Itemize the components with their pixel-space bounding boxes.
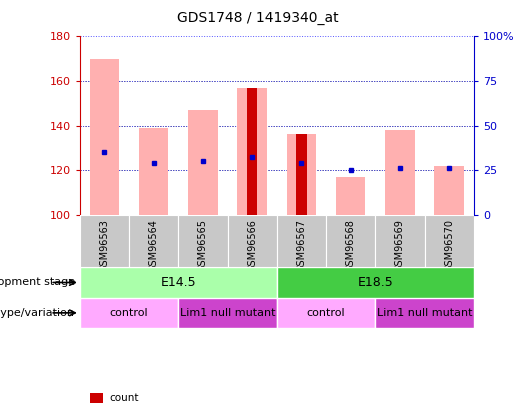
- Bar: [80, 298, 178, 328]
- Text: genotype/variation: genotype/variation: [0, 308, 75, 318]
- Bar: [424, 215, 474, 267]
- Text: GSM96569: GSM96569: [395, 219, 405, 272]
- Bar: [247, 87, 258, 215]
- Bar: [80, 215, 129, 267]
- Text: Lim1 null mutant: Lim1 null mutant: [180, 308, 276, 318]
- Text: E18.5: E18.5: [357, 276, 393, 289]
- Bar: [336, 177, 366, 215]
- Text: E14.5: E14.5: [161, 276, 196, 289]
- Text: GDS1748 / 1419340_at: GDS1748 / 1419340_at: [177, 11, 338, 25]
- Text: GSM96564: GSM96564: [149, 219, 159, 272]
- Bar: [178, 298, 277, 328]
- Text: GSM96566: GSM96566: [247, 219, 257, 272]
- Text: development stage: development stage: [0, 277, 75, 288]
- Text: control: control: [307, 308, 346, 318]
- Bar: [237, 87, 267, 215]
- Text: control: control: [110, 308, 148, 318]
- Bar: [188, 110, 218, 215]
- Bar: [139, 128, 168, 215]
- Bar: [228, 215, 277, 267]
- Bar: [296, 134, 306, 215]
- Bar: [90, 59, 119, 215]
- Bar: [178, 215, 228, 267]
- Bar: [277, 298, 375, 328]
- Text: GSM96565: GSM96565: [198, 219, 208, 272]
- Bar: [435, 166, 464, 215]
- Bar: [375, 298, 474, 328]
- Text: count: count: [110, 393, 139, 403]
- Bar: [277, 215, 326, 267]
- Text: GSM96567: GSM96567: [297, 219, 306, 272]
- Bar: [80, 267, 277, 298]
- Text: Lim1 null mutant: Lim1 null mutant: [377, 308, 472, 318]
- Bar: [375, 215, 424, 267]
- Bar: [129, 215, 178, 267]
- Text: GSM96568: GSM96568: [346, 219, 356, 272]
- Bar: [385, 130, 415, 215]
- Text: GSM96563: GSM96563: [99, 219, 110, 272]
- Text: GSM96570: GSM96570: [444, 219, 454, 272]
- Bar: [326, 215, 375, 267]
- Bar: [287, 134, 316, 215]
- Bar: [277, 267, 474, 298]
